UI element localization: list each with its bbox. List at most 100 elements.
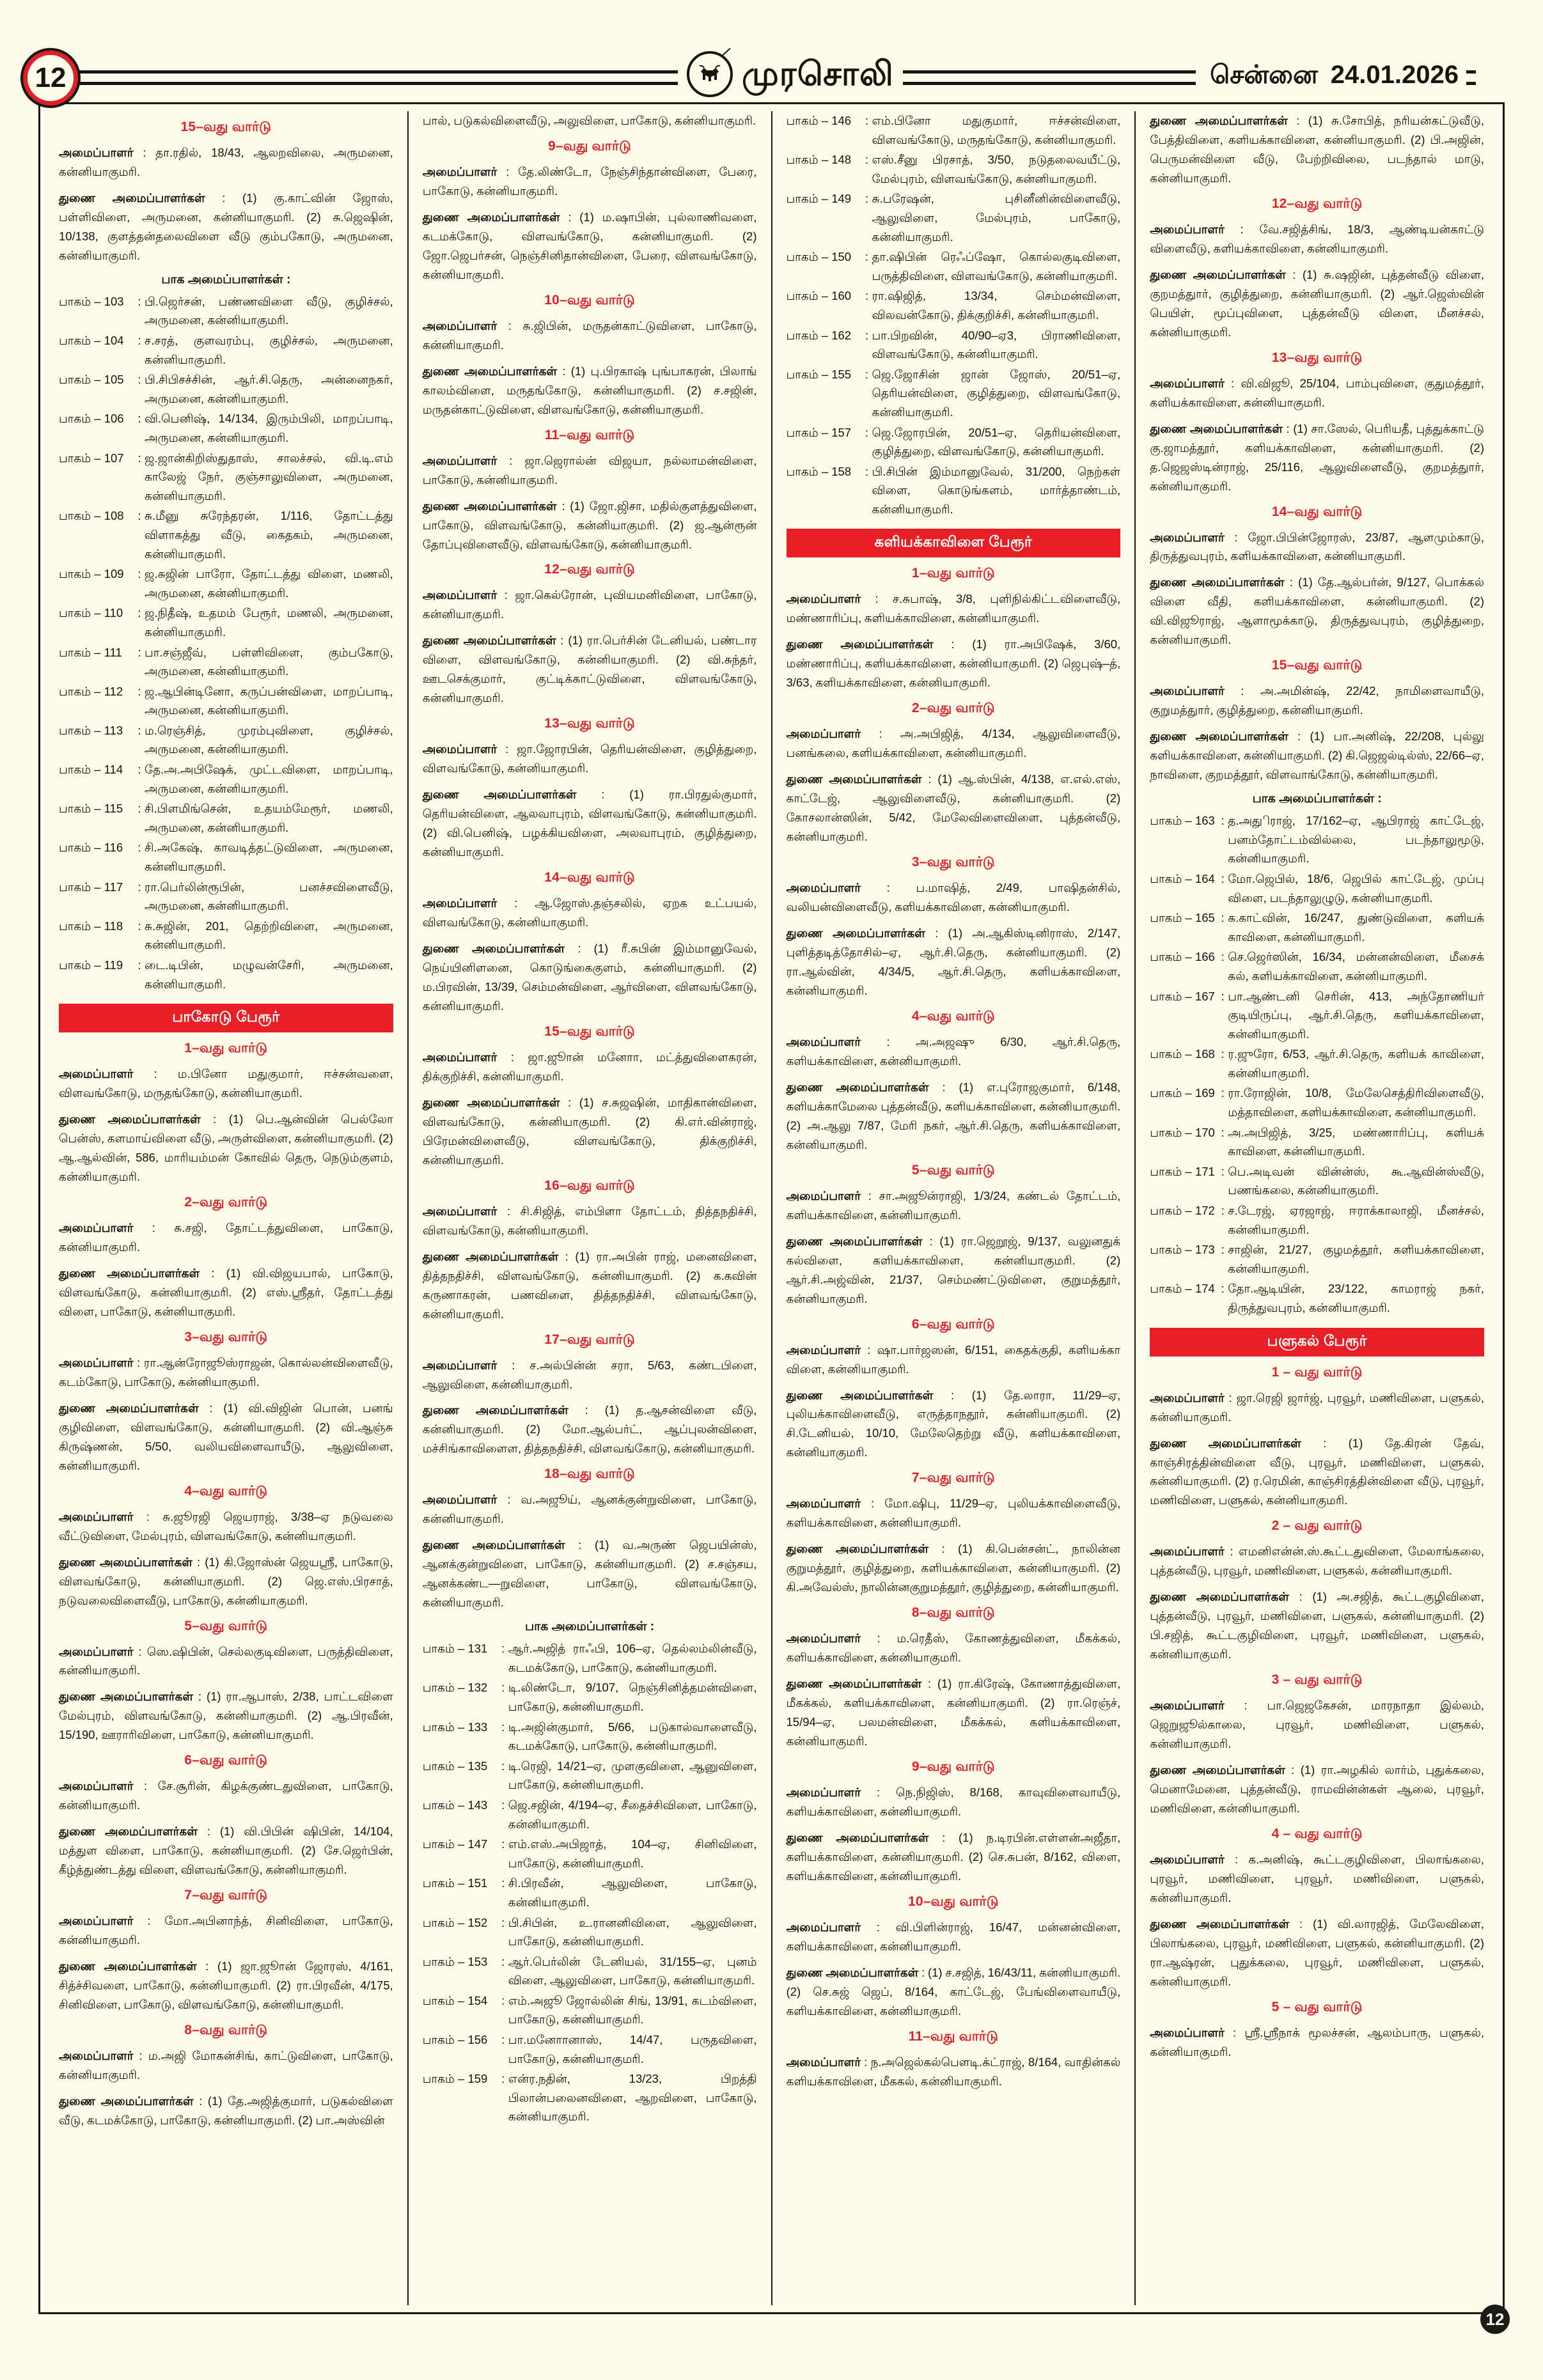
part-number: பாகம் – 160: [786, 289, 852, 303]
role-label: துணை அமைப்பாளர்கள்: [786, 1234, 923, 1248]
role-label: துணை அமைப்பாளர்கள்: [422, 364, 558, 378]
ward-heading: 11–வது வார்டு: [544, 427, 635, 442]
organizer-details: : (1) ரா.பெர்சின் டேனியல், பண்டார விளை, …: [422, 634, 757, 705]
role-label: அமைப்பாளர்: [786, 1631, 861, 1645]
part-colon: :: [501, 1642, 505, 1656]
ward-heading: 9–வது வார்டு: [548, 138, 632, 153]
role-label: துணை அமைப்பாளர்கள்: [422, 210, 560, 224]
organizer-details: : (1) ஜோ.ஜிசா, மதில்குளத்துவிளை, பாகோடு,…: [422, 499, 757, 551]
organizer-details: : அ.அமின்ஷ், 22/42, நாமிளைவாயீடு, குறுமத…: [1150, 684, 1484, 717]
ward-heading: 9–வது வார்டு: [911, 1759, 995, 1775]
organizer-details: : ஜா.ரெஜி ஜார்ஜ், புரவூர், மணிவிளை, பளுக…: [1150, 1390, 1484, 1424]
organizer-details: : (1) ரா.கிரேஷ், கோணாத்துவிளை, மீகக்கல்,…: [786, 1677, 1121, 1748]
role-label: துணை அமைப்பாளர்கள்: [1150, 1590, 1289, 1604]
organizer-details: : (1) அ.சஜித், கூட்டகுழிவிளை, புத்தன்வீட…: [1150, 1590, 1484, 1661]
organizer-paragraph: அமைப்பாளர் : ஜா.ஜோரபின், தெரியன்விளை, கு…: [423, 740, 757, 778]
part-organizer-details: க.காட்வின், 16/247, துண்டுவிளை, களியக் க…: [1228, 911, 1484, 944]
part-row: பாகம் – 171: பெ.அடிவன் வின்ன்ஸ், கூ.ஆவின்…: [1150, 1162, 1484, 1200]
role-label: அமைப்பாளர்: [786, 1920, 861, 1934]
organizer-details: : (1) ரா.அபின் ராஜ், மனைவிளை, தித்தநதிச்…: [422, 1249, 757, 1321]
role-label: துணை அமைப்பாளர்கள்: [59, 1112, 201, 1126]
part-number: பாகம் – 153: [422, 1954, 488, 1968]
part-number: பாகம் – 166: [1150, 950, 1215, 964]
organizer-paragraph: துணை அமைப்பாளர்கள் : (1) சு.சோபித், நரிய…: [1150, 111, 1484, 188]
part-colon: :: [865, 192, 869, 206]
organizer-details: : (1) சு.ஷஜின், புத்தன்வீடு விளை, குறமத்…: [1150, 267, 1484, 339]
part-number: பாகம் – 168: [1150, 1047, 1215, 1061]
organizer-details: : (1) ரா.அழகில் லார்ம், புதுக்கலை, மெனாம…: [1150, 1763, 1484, 1816]
organizer-paragraph: அமைப்பாளர் : வி.பிளின்ராஜ், 16/47, மன்னன…: [787, 1918, 1121, 1956]
organizer-paragraph: துணை அமைப்பாளர்கள் : (1) வ.அருண் ஜெபயின்…: [423, 1536, 757, 1612]
organizer-details: : சே.சூரின், கிழக்குண்டதுவிளை, பாகோடு, க…: [59, 1779, 393, 1812]
part-organizer-details: ஆர்.அஜித் ராஃபி, 106–ஏ, தெல்லம்லின்வீடு,…: [508, 1642, 757, 1674]
ward-heading: 12–வது வார்டு: [544, 562, 636, 577]
part-row: பாகம் – 112: ஜ.ஆபின்டினோ, கருப்பன்விளை, ம…: [59, 682, 393, 720]
ward-heading: 2–வது வார்டு: [911, 701, 995, 716]
part-organizer-details: ஜ.ஜான்கிறிஸ்துதாஸ், சாலச்சல், வி.டி.எம் …: [145, 451, 393, 502]
role-label: துணை அமைப்பாளர்கள்: [786, 926, 925, 940]
ward-heading: 11–வது வார்டு: [908, 2028, 999, 2044]
part-organizer-details: சி.அகேஷ், காவடித்தட்டுவிளை, அருமனை, கன்ன…: [145, 841, 393, 874]
part-colon: :: [865, 464, 869, 478]
part-colon: :: [137, 802, 141, 816]
part-row: பாகம் – 155: ஜெ.ஜோசின் ஜான் ஜோஸ், 20/51–ஏ…: [787, 365, 1121, 422]
part-organizer-details: பெ.அடிவன் வின்ன்ஸ், கூ.ஆவின்ஸ்வீடு, பணங்…: [1228, 1164, 1484, 1197]
role-label: துணை அமைப்பாளர்கள்: [786, 1542, 929, 1556]
organizer-paragraph: அமைப்பாளர் : வே.சஜித்சிங், 18/3, ஆண்டியன…: [1150, 220, 1484, 258]
part-row: பாகம் – 165: க.காட்வின், 16/247, துண்டுவி…: [1150, 908, 1484, 946]
part-number: பாகம் – 109: [59, 567, 124, 581]
part-row: பாகம் – 172: ச.டேரஜ், ஏரஜாஜ், ஈராக்காலாஜி…: [1150, 1201, 1484, 1239]
organizer-paragraph: அமைப்பாளர் : வ.அஜூய், ஆனக்குன்றுவிளை, பா…: [423, 1490, 757, 1528]
part-number: பாகம் – 173: [1150, 1243, 1215, 1257]
organizer-details: : ச.சுபாஷ், 3/8, புளிநில்கிட்டவிளைவீடு, …: [786, 592, 1121, 625]
role-label: அமைப்பாளர்: [786, 1188, 861, 1202]
part-number: பாகம் – 118: [59, 919, 123, 933]
part-colon: :: [865, 250, 869, 264]
organizer-paragraph: துணை அமைப்பாளர்கள் : (1) ம.ஷாபின், புல்ல…: [423, 208, 757, 284]
part-organizer-details: என்ர.நதின், 13/23, பிறத்தி பிலான்பலைனவிள…: [508, 2072, 757, 2124]
part-colon: :: [137, 294, 141, 308]
part-number: பாகம் – 116: [59, 841, 123, 855]
part-row: பாகம் – 162: பா.பிறவின், 40/90–ஏ3, பிராணி…: [787, 326, 1121, 364]
masthead-edition-date: சென்னை 24.01.2026: [1196, 50, 1466, 100]
organizer-details: : (1) ரா.ஆபாஸ், 2/38, பாட்டவிளை மேல்புரம…: [59, 1690, 393, 1742]
ward-heading: 2 – வது வார்டு: [1271, 1518, 1363, 1534]
part-row: பாகம் – 107: ஜ.ஜான்கிறிஸ்துதாஸ், சாலச்சல்…: [59, 449, 393, 506]
organizer-details: : (1) ஆ.ஸ்பின், 4/138, எ.எல்.எஸ், காட்டே…: [786, 772, 1121, 844]
role-label: அமைப்பாளர்: [1150, 1699, 1225, 1713]
organizer-details: : ம.பினோ மதுகுமார், ஈச்சன்வளை, விளவங்கோட…: [59, 1067, 393, 1100]
organizer-details: : தா.ரதில், 18/43, ஆலறவிலை, அருமனை, கன்ன…: [59, 146, 393, 178]
part-colon: :: [1221, 1164, 1225, 1178]
issue-date: 24.01.2026: [1330, 61, 1459, 89]
part-organizer-details: ஜ.நிதீஷ், உதமம் பேரூர், மணலி, அருமனை, கன…: [145, 606, 393, 639]
part-organizer-details: ரா.பெர்லின்ரூபின், பனச்சவிளைவீடு, அருமனை…: [145, 880, 393, 913]
part-number: பாகம் – 162: [786, 328, 852, 342]
part-number: பாகம் – 165: [1150, 911, 1215, 925]
organizer-details: : (1) தே.ஆல்பர்ன், 9/127, பொக்கல் விளை வ…: [1150, 575, 1484, 647]
part-row: பாகம் – 109: ஜ.சுஜின் பாரோ, தோட்டத்து விள…: [59, 564, 393, 602]
part-organizer-details: பி.ஜெர்சன், பண்ணவிளை வீடு, குழிச்சல், அர…: [145, 294, 393, 327]
role-label: துணை அமைப்பாளர்கள்: [786, 1388, 934, 1402]
part-colon: :: [501, 1915, 505, 1929]
part-organizer-details: பா.சஞ்ஜீவ், பள்ளிவிளை, கும்பகோடு, அருமனை…: [145, 645, 393, 678]
role-label: துணை அமைப்பாளர்கள்: [786, 1677, 922, 1691]
organizer-details: : ம.ரெதீஸ், கோணத்துவிளை, மீகக்கல், களியக…: [786, 1631, 1121, 1665]
role-label: துணை அமைப்பாளர்கள்: [1150, 729, 1288, 743]
role-label: துணை அமைப்பாளர்கள்: [422, 1403, 568, 1417]
ward-heading: 15–வது வார்டு: [1271, 658, 1363, 673]
part-row: பாகம் – 110: ஜ.நிதீஷ், உதமம் பேரூர், மணலி…: [59, 603, 393, 641]
organizer-paragraph: அமைப்பாளர் : தா.ரதில், 18/43, ஆலறவிலை, அ…: [59, 143, 393, 182]
part-organizer-details: பி.சிபின், உ.ரானனிவிளை, ஆலுவிளை, பாகோடு,…: [508, 1915, 757, 1948]
organizer-paragraph: துணை அமைப்பாளர்கள் : (1) வி.லாரஜித், மேல…: [1150, 1915, 1484, 1991]
organizer-details: : சு.சஜி, தோட்டத்துவிளை, பாகோடு, கன்னியா…: [59, 1221, 393, 1254]
ward-heading: 18–வது வார்டு: [544, 1466, 636, 1482]
role-label: அமைப்பாளர்: [786, 592, 861, 606]
organizer-paragraph: அமைப்பாளர் : ம.ரெதீஸ், கோணத்துவிளை, மீகக…: [787, 1629, 1121, 1667]
masthead-brand: முரசொலி: [678, 46, 903, 102]
part-colon: :: [137, 373, 141, 387]
part-colon: :: [501, 2033, 505, 2047]
part-number: பாகம் – 174: [1150, 1282, 1215, 1296]
part-organizer-details: மோ.ஜெபில், 18/6, ஜெபில் காட்டேஜ், முப்பு…: [1228, 871, 1484, 905]
organizer-details: : ஜா.ஜோரபின், தெரியன்விளை, குழித்துறை, வ…: [422, 742, 757, 775]
part-number: பாகம் – 159: [422, 2072, 488, 2086]
